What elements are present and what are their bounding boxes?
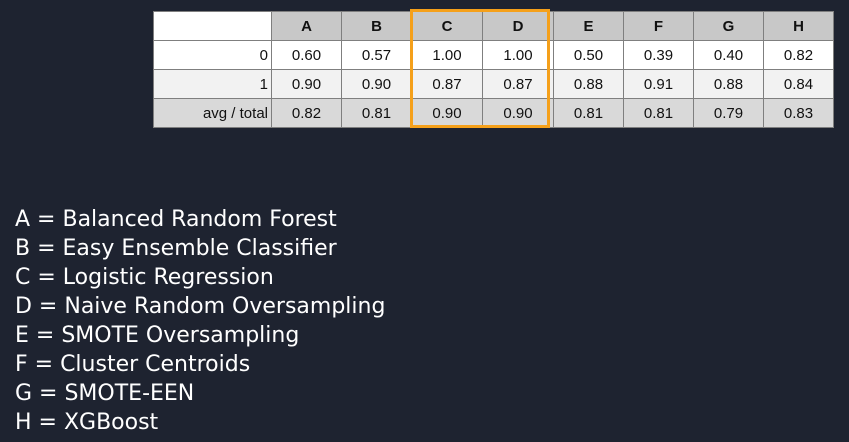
table-cell: 0.87 (411, 69, 483, 99)
table-cell: 1.00 (411, 40, 483, 70)
row-label: 1 (153, 69, 272, 99)
table-cell: 0.79 (693, 98, 764, 128)
table-cell: 0.82 (271, 98, 342, 128)
table-cell: 0.87 (482, 69, 554, 99)
table-cell: 0.90 (482, 98, 554, 128)
table-cell: 0.90 (341, 69, 412, 99)
table-row: 1 0.90 0.90 0.87 0.87 0.88 0.91 0.88 0.8… (153, 69, 834, 99)
table-cell: 0.50 (553, 40, 624, 70)
table-cell: 0.39 (623, 40, 694, 70)
table-cell: 0.81 (341, 98, 412, 128)
legend-item: E = SMOTE Oversampling (15, 323, 300, 348)
table-cell: 0.83 (763, 98, 834, 128)
table-cell: 0.91 (623, 69, 694, 99)
table-cell: 0.88 (693, 69, 764, 99)
legend-item: A = Balanced Random Forest (15, 207, 337, 232)
row-label: 0 (153, 40, 272, 70)
table-cell: 0.84 (763, 69, 834, 99)
table-cell: 0.90 (271, 69, 342, 99)
legend-item: C = Logistic Regression (15, 265, 274, 290)
model-legend: A = Balanced Random Forest B = Easy Ense… (15, 205, 385, 437)
header-row: A B C D E F G H (153, 11, 834, 41)
table-row: avg / total 0.82 0.81 0.90 0.90 0.81 0.8… (153, 98, 834, 128)
column-header: A (271, 11, 342, 41)
column-header: F (623, 11, 694, 41)
legend-item: G = SMOTE-EEN (15, 381, 195, 406)
legend-item: B = Easy Ensemble Classifier (15, 236, 337, 261)
table-cell: 0.90 (411, 98, 483, 128)
table-cell: 0.60 (271, 40, 342, 70)
column-header: D (482, 11, 554, 41)
table-cell: 0.57 (341, 40, 412, 70)
table-cell: 1.00 (482, 40, 554, 70)
table-row: 0 0.60 0.57 1.00 1.00 0.50 0.39 0.40 0.8… (153, 40, 834, 70)
legend-item: H = XGBoost (15, 410, 159, 435)
column-header: B (341, 11, 412, 41)
column-header: G (693, 11, 764, 41)
column-header: E (553, 11, 624, 41)
table-cell: 0.81 (623, 98, 694, 128)
row-label: avg / total (153, 98, 272, 128)
results-table: A B C D E F G H 0 0.60 0.57 1.00 1.00 0.… (153, 11, 834, 128)
legend-item: D = Naive Random Oversampling (15, 294, 386, 319)
column-header: H (763, 11, 834, 41)
table-cell: 0.81 (553, 98, 624, 128)
corner-cell (153, 11, 272, 41)
table-cell: 0.40 (693, 40, 764, 70)
column-header: C (411, 11, 483, 41)
table-cell: 0.82 (763, 40, 834, 70)
table-cell: 0.88 (553, 69, 624, 99)
legend-item: F = Cluster Centroids (15, 352, 251, 377)
